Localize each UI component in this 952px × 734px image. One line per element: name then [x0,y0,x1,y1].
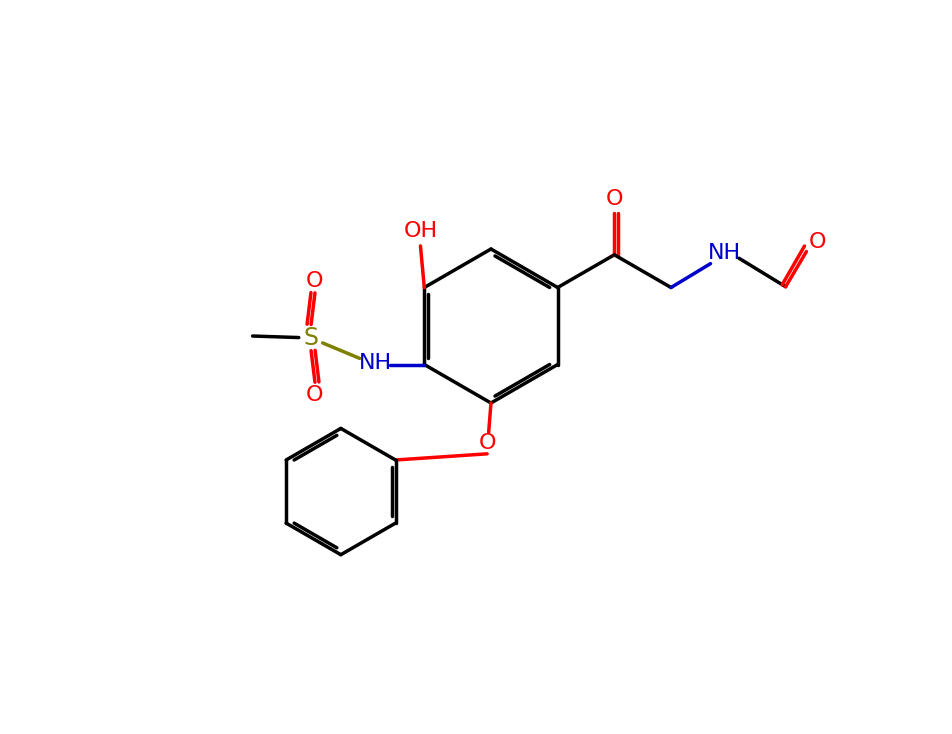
Text: O: O [307,385,324,404]
Text: O: O [808,231,826,252]
Text: O: O [479,433,497,453]
Text: NH: NH [359,353,391,373]
Text: NH: NH [707,243,741,263]
Text: O: O [605,189,624,209]
Text: S: S [304,326,319,349]
Text: OH: OH [405,220,438,241]
Text: O: O [307,271,324,291]
